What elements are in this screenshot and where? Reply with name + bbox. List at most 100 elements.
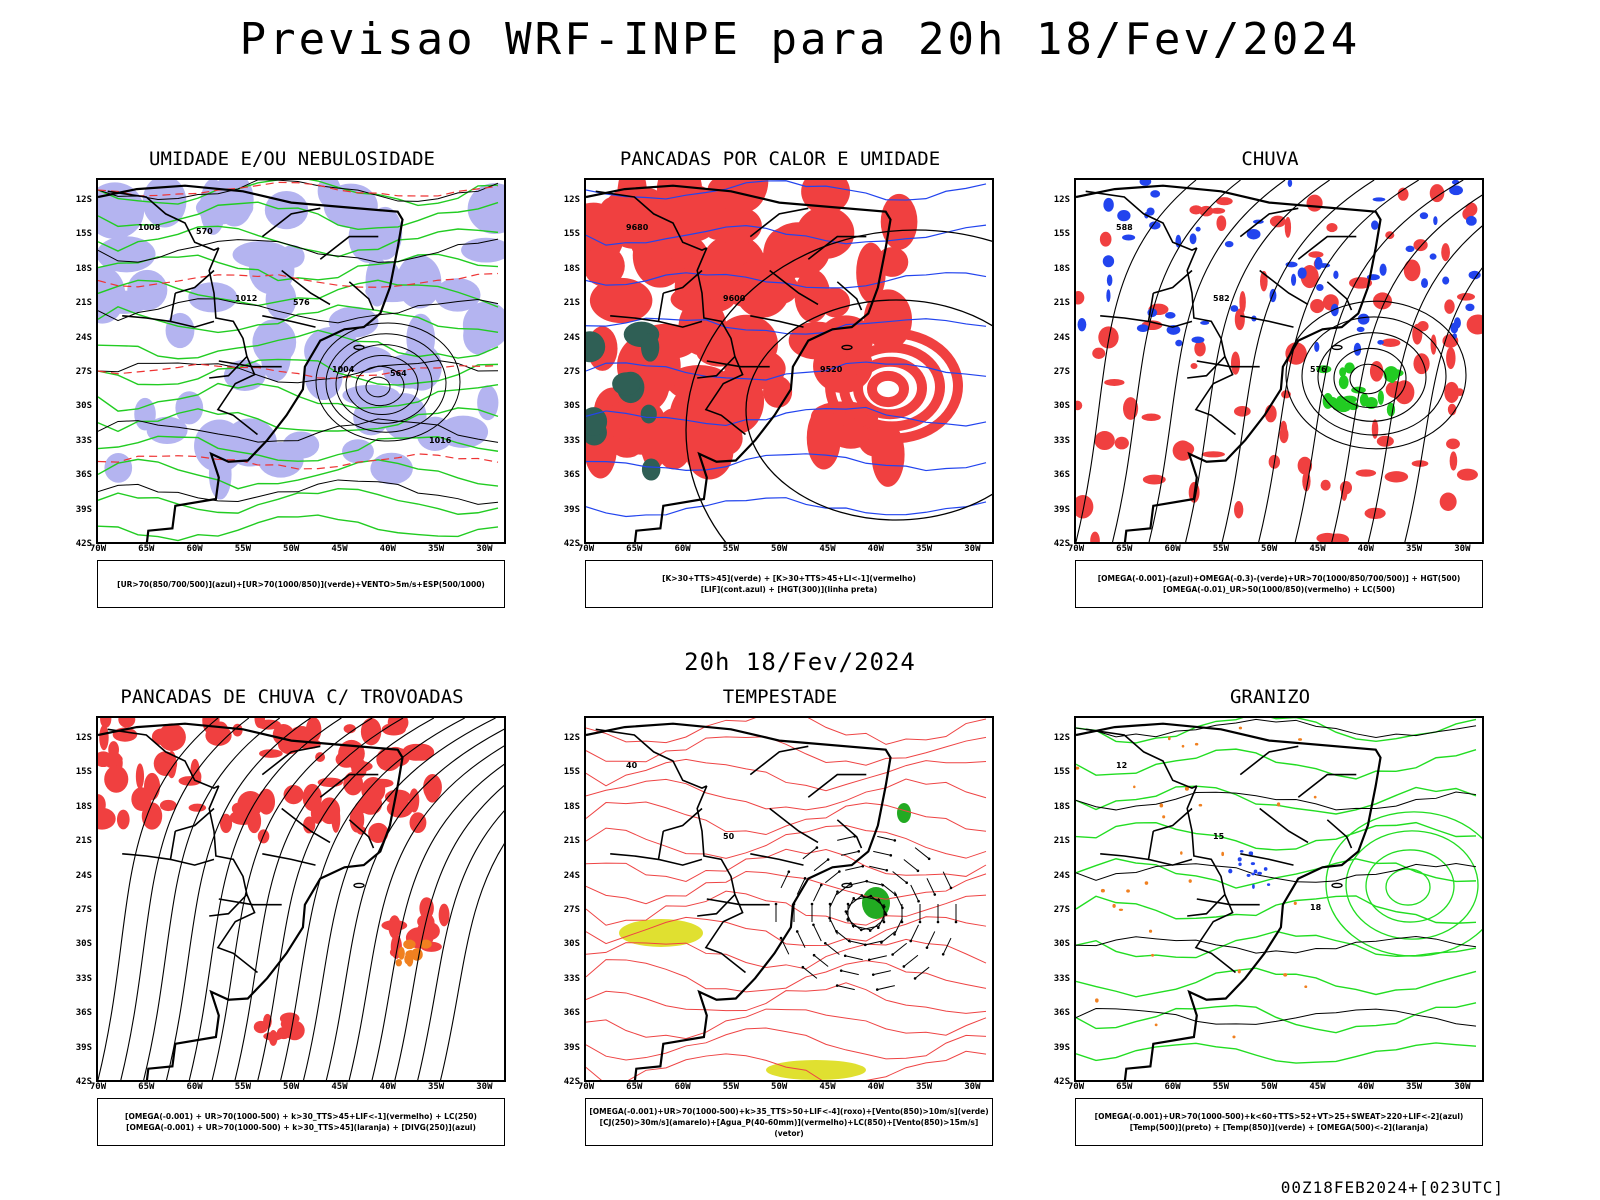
- shower-fill: [318, 797, 341, 825]
- wind-vector-head: [867, 958, 871, 962]
- wind-vector-head: [843, 954, 847, 958]
- border-line: [1240, 853, 1294, 866]
- rain-fill: [1376, 435, 1394, 447]
- latitude-tick: 36S: [1053, 470, 1070, 481]
- humidity-contour: [98, 514, 499, 542]
- streamline: [303, 718, 496, 1080]
- wind-vector: [841, 970, 859, 976]
- wind-vector: [892, 871, 908, 884]
- hail-dot: [1238, 862, 1242, 867]
- contour-label: 50: [723, 832, 735, 841]
- lc-contour: [586, 890, 987, 926]
- humidity-fill: [304, 326, 361, 376]
- latitude-tick: 30S: [1053, 939, 1070, 950]
- instability-fill: [754, 271, 799, 306]
- shower-fill: [141, 802, 163, 830]
- longitude-tick: 55W: [1212, 544, 1230, 554]
- pressure-contour: [98, 298, 499, 324]
- streamline: [325, 728, 504, 1080]
- shower-fill: [283, 785, 304, 805]
- instability-fill: [763, 227, 804, 284]
- latitude-tick: 39S: [75, 504, 92, 515]
- wind-vector: [914, 966, 930, 979]
- wind-vector-head: [795, 930, 799, 933]
- humidity-contour: [98, 225, 499, 258]
- hail-dot: [1239, 850, 1244, 853]
- longitude-tick: 40W: [1357, 544, 1374, 554]
- omega-fill: [1466, 215, 1477, 226]
- latitude-tick: 24S: [75, 870, 92, 881]
- latitude-tick: 21S: [75, 836, 92, 847]
- streamline: [440, 843, 504, 1080]
- rain-fill: [1380, 338, 1401, 348]
- temp850-contour: [1076, 785, 1477, 815]
- latitude-tick: 15S: [563, 767, 580, 778]
- humidity-fill: [98, 236, 156, 273]
- rain-fill: [1444, 299, 1455, 314]
- hgt-contour: [1331, 194, 1482, 542]
- shower-fill: [116, 809, 130, 830]
- latitude-tick: 15S: [75, 767, 92, 778]
- temp850-contour: [1325, 811, 1482, 957]
- latitude-tick: 42S: [1053, 1077, 1070, 1087]
- coastline: [586, 184, 892, 542]
- jet-fill: [619, 919, 703, 947]
- wind-vector-head: [882, 920, 886, 924]
- hgt-contour: [1148, 180, 1286, 542]
- border-line: [1196, 898, 1260, 906]
- panel-legend: [OMEGA(-0.001)+UR>70(1000-500)+k<60+TTS>…: [1075, 1098, 1483, 1146]
- wind-vector: [877, 898, 887, 915]
- temp500-contour: [1076, 718, 1477, 739]
- omega-dot: [1194, 742, 1199, 746]
- latitude-tick: 15S: [75, 229, 92, 240]
- contour-label: 9600: [723, 294, 746, 303]
- omega-dot: [1283, 973, 1288, 977]
- border-line: [1326, 281, 1353, 311]
- latitude-tick: 39S: [75, 1042, 92, 1053]
- wind-vector: [813, 859, 829, 872]
- border-line: [697, 893, 736, 917]
- hail-dot: [1263, 867, 1268, 871]
- latitude-tick: 39S: [563, 504, 580, 515]
- wind-vector-head: [801, 965, 805, 969]
- latitude-tick: 12S: [1053, 195, 1070, 205]
- border-line: [807, 773, 867, 798]
- temp500-contour: [1076, 862, 1477, 883]
- wind-vector-head: [889, 854, 893, 857]
- latitude-tick: 33S: [1053, 435, 1070, 446]
- omega-fill: [1314, 341, 1320, 352]
- shower-fill: [190, 769, 202, 784]
- longitude-tick: 35W: [1405, 1082, 1423, 1092]
- lc-contour: [586, 848, 987, 882]
- rain-fill: [1355, 469, 1377, 477]
- humidity-contour: [98, 435, 499, 462]
- border-line: [1187, 893, 1226, 917]
- rain-fill: [1456, 468, 1478, 481]
- latitude-tick: 33S: [563, 435, 580, 446]
- wind-vector: [942, 937, 952, 955]
- latitude-axis: 12S 15S 18S 21S 24S 27S 30S 33S 36S 39S 42S: [62, 178, 96, 549]
- longitude-axis: 70W 65W 60W 55W 50W 45W 40W 35W 30W: [1068, 544, 1484, 556]
- map-panel: UMIDADE E/OU NEBULOSIDADE 1008 1012 1004 101…: [72, 148, 512, 618]
- border-line: [697, 355, 736, 379]
- longitude-tick: 30W: [964, 1082, 981, 1092]
- streamline: [280, 718, 465, 1080]
- omega-fill: [1106, 289, 1111, 303]
- wind-vector-head: [882, 905, 886, 908]
- latitude-tick: 15S: [1053, 229, 1070, 240]
- latitude-tick: 21S: [563, 298, 580, 309]
- temp850-contour: [1076, 967, 1477, 998]
- latitude-axis: 12S 15S 18S 21S 24S 27S 30S 33S 36S 39S 42S: [550, 716, 584, 1087]
- border-line: [610, 853, 659, 861]
- latitude-tick: 12S: [1053, 733, 1070, 743]
- longitude-tick: 50W: [283, 1082, 300, 1092]
- omega-fill: [1429, 253, 1437, 260]
- streamline: [417, 810, 504, 1080]
- forecast-map: 12 15 18: [1074, 716, 1484, 1082]
- omega-dot: [1198, 803, 1203, 807]
- wind-vector: [845, 865, 863, 871]
- border-line: [807, 235, 867, 260]
- border-line: [1085, 728, 1198, 789]
- streamline: [188, 718, 342, 1080]
- omega-fill: [1136, 324, 1149, 332]
